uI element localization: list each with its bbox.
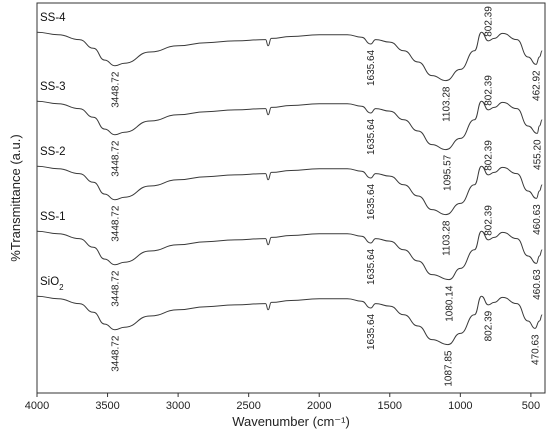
peak-label: 1095.57: [442, 154, 453, 191]
peak-label: 1635.64: [366, 49, 377, 86]
series-line-sio2: [36, 295, 543, 346]
peak-label: 1635.64: [366, 248, 377, 285]
peak-label: 802.39: [484, 75, 495, 106]
peak-label: 460.63: [532, 204, 543, 235]
series-label: SS-4: [40, 12, 66, 24]
peak-label: 802.39: [484, 310, 495, 341]
annotations: SS-4 3448.72 1635.64 1103.28 802.39 462.92 SS-…: [40, 6, 544, 387]
peak-label: 1103.28: [441, 220, 452, 256]
peak-label: 1635.64: [366, 183, 377, 220]
series-line-ss-1: [36, 230, 543, 281]
series-label: SS-1: [40, 211, 66, 223]
peak-label: 460.63: [532, 269, 543, 300]
series-label: SS-3: [40, 81, 66, 93]
peak-label: 470.63: [531, 334, 542, 365]
peak-label: 1635.64: [366, 313, 377, 350]
series-line-ss-2: [36, 165, 543, 216]
peak-label: 802.39: [484, 205, 495, 236]
plot-frame: [36, 2, 546, 394]
x-axis-ticks: 4000 3500 3000 2500 2000 1500 1000 500: [25, 393, 540, 412]
x-tick-label: 3500: [95, 400, 119, 412]
spectra: [36, 31, 543, 346]
peak-label: 455.20: [533, 139, 544, 170]
x-tick-label: 500: [522, 400, 540, 412]
peak-label: 3448.72: [110, 205, 121, 242]
x-tick-label: 1500: [378, 400, 402, 412]
series-label: SS-2: [40, 146, 66, 158]
peak-label: 1635.64: [366, 118, 377, 155]
x-tick-label: 2500: [236, 400, 260, 412]
peak-label: 3448.72: [110, 270, 121, 307]
peak-label: 3448.72: [110, 140, 121, 177]
peak-label: 462.92: [532, 70, 543, 101]
x-tick-label: 4000: [25, 400, 49, 412]
peak-label: 1080.14: [445, 285, 456, 322]
peak-label: 3448.72: [110, 71, 121, 108]
series-label: SiO2: [40, 276, 64, 292]
x-tick-label: 3000: [166, 400, 190, 412]
peak-label: 802.39: [484, 140, 495, 171]
peak-label: 802.39: [484, 6, 495, 37]
peak-label: 1103.28: [441, 86, 452, 122]
peak-label: 3448.72: [110, 335, 121, 372]
x-tick-label: 2000: [307, 400, 331, 412]
peak-label: 1087.85: [443, 350, 454, 387]
series-line-ss-4: [36, 31, 543, 82]
x-tick-label: 1000: [448, 400, 472, 412]
x-axis-title: Wavenumber (cm⁻¹): [232, 414, 350, 429]
y-axis-title: %Transmittance (a.u.): [8, 134, 23, 261]
series-line-ss-3: [36, 100, 543, 151]
